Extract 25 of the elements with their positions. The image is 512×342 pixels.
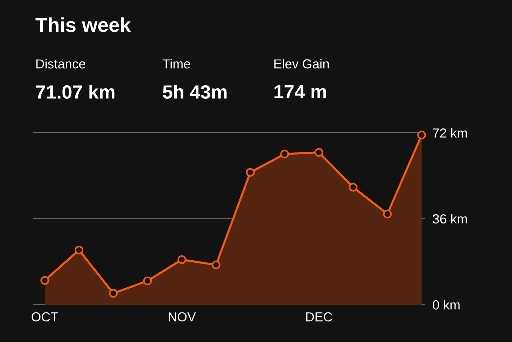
point: [280, 150, 290, 159]
text: 174 m: [274, 85, 326, 99]
x-tick-label: OCT: [32, 312, 58, 322]
point: [383, 210, 392, 219]
point: [143, 276, 152, 286]
chart-title: This week: [36, 18, 132, 32]
point: [246, 168, 255, 178]
point: [40, 276, 50, 286]
text: Elev Gain: [274, 59, 330, 69]
point: [314, 148, 324, 157]
x-tick-label: NOV: [169, 312, 196, 322]
x-tick-label: DEC: [306, 312, 332, 322]
point: [348, 183, 358, 192]
text: Time: [162, 59, 190, 69]
y-tick-label: 72 km: [433, 128, 468, 138]
y-tick-label: 0 km: [433, 300, 460, 310]
point: [109, 289, 118, 298]
y-tick-label: 36 km: [433, 214, 468, 224]
text: 5h 43m: [163, 85, 227, 99]
point: [418, 130, 426, 140]
point: [178, 255, 186, 264]
text: 71.07 km: [36, 85, 115, 99]
point: [74, 246, 84, 255]
point: [212, 260, 221, 270]
text: Distance: [36, 59, 86, 69]
